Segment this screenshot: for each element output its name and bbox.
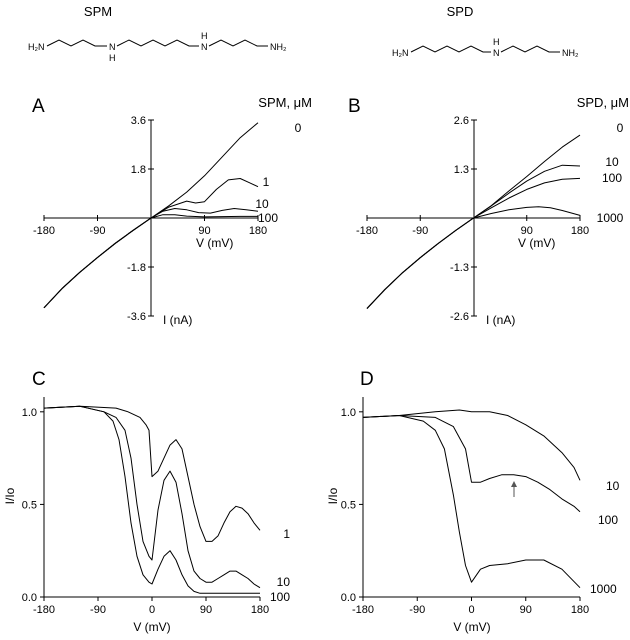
panel-b-series-1000 xyxy=(366,206,581,309)
panel-b-xtick-label: 180 xyxy=(571,225,589,237)
panel-d-series-100 xyxy=(362,415,581,589)
panel-c-xlabel: V (mV) xyxy=(133,620,170,634)
panel-c-series-100 xyxy=(43,405,260,594)
panel-d-series-0-reference-unlabeled- xyxy=(362,409,581,481)
spd-nh-h: H xyxy=(493,37,500,47)
panel-d-series-label-1000: 1000 xyxy=(590,582,617,596)
spm-nh1-h: H xyxy=(109,53,116,63)
panel-b-series-label-10: 10 xyxy=(605,155,619,169)
panel-c-series-10 xyxy=(43,405,261,589)
panel-a-ytick-label: 3.6 xyxy=(131,115,146,127)
panel-c-series-1 xyxy=(43,405,261,542)
spm-nh2-n: N xyxy=(201,42,208,52)
panel-a-ylabel: I (nA) xyxy=(163,313,192,327)
panel-b-chart: SPD, μM V (mV) I (nA) 0 10 100 1000 -180… xyxy=(356,95,629,327)
panel-a-ytick-label: -3.6 xyxy=(127,311,146,323)
panel-c-ytick-label: 0.0 xyxy=(22,592,37,604)
panel-c-xtick-label: 180 xyxy=(251,604,269,616)
panel-b-title: SPD, μM xyxy=(577,95,629,110)
panel-c-xtick-label: 0 xyxy=(149,604,155,616)
panel-d-series-label-100: 100 xyxy=(598,513,618,527)
panel-c-chart: V (mV) I/Io 1 10 100 -180 -90 0 90 180 0.0 0.5… xyxy=(3,397,290,634)
panel-b-xtick-label: -180 xyxy=(356,225,378,237)
spd-right-group: NH₂ xyxy=(562,48,579,58)
panel-b-xtick-label: 90 xyxy=(521,225,533,237)
spm-chain-1 xyxy=(46,39,107,47)
spm-structure: SPM H₂N N H H N NH₂ xyxy=(28,4,287,63)
panel-d-xtick-label: 180 xyxy=(571,604,589,616)
panel-a-series-label-1: 1 xyxy=(263,175,270,189)
spd-nh-n: N xyxy=(493,48,500,58)
panel-d-ytick-label: 0.0 xyxy=(341,592,356,604)
panel-c-ytick-label: 0.5 xyxy=(22,499,37,511)
panel-c-ylabel: I/Io xyxy=(3,487,17,504)
panel-a-series-label-0: 0 xyxy=(295,121,302,135)
panel-d-chart: V (mV) I/Io 10 100 1000 -180 -90 0 90 180 0.0… xyxy=(326,397,620,634)
spm-left-group: H₂N xyxy=(28,42,45,52)
panel-a-series-label-10: 10 xyxy=(255,197,269,211)
panel-b-ytick-label: -2.6 xyxy=(450,311,469,323)
spd-structure: SPD H₂N H N NH₂ xyxy=(392,4,579,58)
panel-c-series-label-100: 100 xyxy=(270,590,290,604)
panel-d-series-10 xyxy=(362,415,581,513)
panel-b-ytick-label: 2.6 xyxy=(454,115,469,127)
spd-chain-2 xyxy=(500,45,560,53)
panel-c-series-label-1: 1 xyxy=(283,527,290,541)
panel-d-ylabel: I/Io xyxy=(326,487,340,504)
spm-chain-2 xyxy=(116,39,199,47)
panel-d-xtick-label: 90 xyxy=(520,604,532,616)
panel-label-a: A xyxy=(32,96,45,117)
panel-a-chart: SPM, μM V (mV) I (nA) 0 1 10 100 -180 -90… xyxy=(33,95,312,327)
panel-label-d: D xyxy=(360,369,374,390)
panel-c-ytick-label: 1.0 xyxy=(22,407,37,419)
spm-title: SPM xyxy=(84,4,112,19)
spm-chain-3 xyxy=(208,39,268,47)
panel-d-ytick-label: 0.5 xyxy=(341,499,356,511)
spm-nh2-h: H xyxy=(201,31,208,41)
panel-b-ytick-label: 1.3 xyxy=(454,164,469,176)
panel-a-xtick-label: 90 xyxy=(198,225,210,237)
panel-a-series-100 xyxy=(43,214,258,309)
panel-c-xtick-label: -90 xyxy=(90,604,106,616)
panel-a-title: SPM, μM xyxy=(258,95,312,110)
spm-nh1-n: N xyxy=(109,42,116,52)
panel-c-xtick-label: -180 xyxy=(33,604,55,616)
panel-a-xtick-label: 180 xyxy=(249,225,267,237)
panel-b-series-label-0: 0 xyxy=(617,121,624,135)
panel-b-ylabel: I (nA) xyxy=(486,313,515,327)
panel-a-xtick-label: -180 xyxy=(33,225,55,237)
panel-a-xlabel: V (mV) xyxy=(196,236,233,250)
panel-a-ytick-label: -1.8 xyxy=(127,262,146,274)
panel-a-xtick-label: -90 xyxy=(90,225,106,237)
panel-d-ytick-label: 1.0 xyxy=(341,407,356,419)
panel-d-xtick-label: -90 xyxy=(409,604,425,616)
panel-label-b: B xyxy=(348,96,361,117)
panel-d-arrow-icon xyxy=(511,481,517,497)
panel-b-xtick-label: -90 xyxy=(412,225,428,237)
panel-b-series-label-1000: 1000 xyxy=(597,211,624,225)
panel-b-xlabel: V (mV) xyxy=(518,236,555,250)
panel-d-xtick-label: 0 xyxy=(468,604,474,616)
panel-b-series-label-100: 100 xyxy=(602,171,622,185)
panel-c-series-label-10: 10 xyxy=(277,575,291,589)
spd-left-group: H₂N xyxy=(392,48,409,58)
spm-right-group: NH₂ xyxy=(270,42,287,52)
panel-label-c: C xyxy=(32,369,46,390)
panel-d-xlabel: V (mV) xyxy=(453,620,490,634)
spd-chain-1 xyxy=(410,45,491,53)
spd-title: SPD xyxy=(447,4,474,19)
panel-d-series-label-10: 10 xyxy=(606,479,620,493)
panel-d-xtick-label: -180 xyxy=(352,604,374,616)
panel-a-ytick-label: 1.8 xyxy=(131,164,146,176)
panel-a-series-label-100: 100 xyxy=(258,211,278,225)
panel-c-xtick-label: 90 xyxy=(200,604,212,616)
panel-b-ytick-label: -1.3 xyxy=(450,262,469,274)
